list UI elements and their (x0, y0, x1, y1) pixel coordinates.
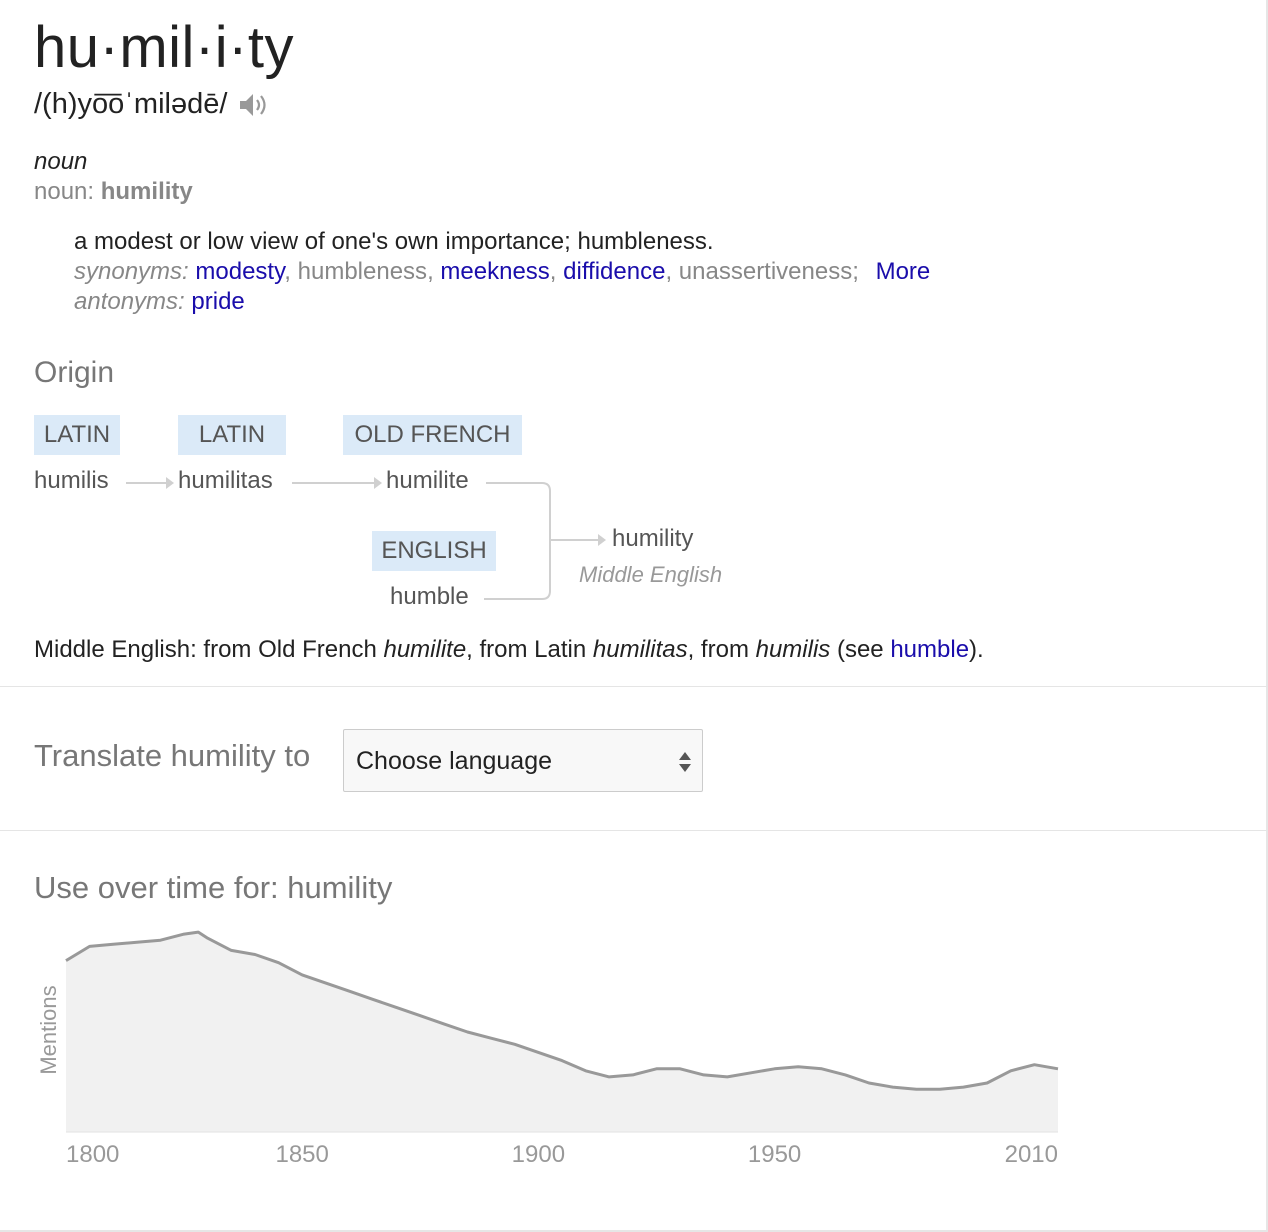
etymon-humility: humility (612, 525, 694, 552)
language-tag-latin-1: LATIN (34, 415, 120, 455)
origin-title: Origin (34, 356, 115, 389)
synonym-unassertiveness: unassertiveness (678, 258, 853, 285)
pos-word: humility (100, 178, 193, 205)
usage-area (66, 932, 1058, 1132)
etymology-connectors (126, 477, 606, 600)
synonyms-list: modesty, humbleness, meekness, diffidenc… (195, 258, 853, 285)
pos-prefix: noun: (34, 178, 95, 205)
synonyms-line: synonyms: modesty, humbleness, meekness,… (74, 258, 931, 285)
x-tick-2010: 2010 (1005, 1141, 1058, 1168)
etymon-humilis: humilis (34, 467, 109, 494)
language-tag-english: ENGLISH (372, 531, 496, 571)
more-synonyms-link[interactable]: More (875, 258, 931, 285)
divider (0, 830, 1268, 831)
pronunciation-row: /(h)yo͞oˈmilədē/ (34, 88, 271, 121)
antonym-link-pride[interactable]: pride (191, 288, 245, 315)
synonym-humbleness: humbleness (297, 258, 428, 285)
translate-label: Translate humility to (34, 738, 311, 773)
antonyms-line: antonyms: pride (74, 288, 245, 316)
result-language: Middle English (579, 562, 723, 587)
language-tag-old-french: OLD FRENCH (343, 415, 522, 455)
bracket-connector (484, 482, 551, 600)
speaker-icon[interactable] (237, 90, 271, 120)
x-tick-1800: 1800 (66, 1141, 119, 1168)
synonyms-label: synonyms: (74, 258, 189, 285)
part-of-speech: noun (34, 148, 88, 175)
language-select[interactable]: Choose language (343, 729, 703, 792)
x-tick-1850: 1850 (275, 1141, 328, 1168)
etymon-humilitas: humilitas (178, 467, 273, 494)
pos-line: noun: humility (34, 178, 193, 206)
definition: a modest or low view of one's own import… (74, 228, 714, 255)
headword: hu·mil·i·ty (34, 15, 295, 80)
synonym-meekness[interactable]: meekness (440, 258, 550, 285)
antonyms-label: antonyms: (74, 288, 185, 315)
synonym-diffidence[interactable]: diffidence (563, 258, 666, 285)
y-axis-label: Mentions (36, 985, 61, 1074)
language-select-value: Choose language (356, 747, 552, 775)
usage-chart: 1800 1850 1900 1950 2010 Mentions (36, 930, 1059, 1168)
etymon-humble: humble (390, 583, 469, 610)
humble-link[interactable]: humble (890, 636, 970, 663)
usage-chart-title: Use over time for: humility (34, 870, 393, 905)
x-tick-1950: 1950 (748, 1141, 801, 1168)
usage-line (65, 930, 1059, 1091)
synonym-modesty[interactable]: modesty (195, 258, 285, 285)
etymon-humilite: humilite (386, 467, 469, 494)
divider (0, 686, 1268, 687)
origin-sentence: Middle English: from Old French humilite… (34, 636, 984, 663)
language-tag-latin-2: LATIN (178, 415, 286, 455)
x-tick-1900: 1900 (512, 1141, 565, 1168)
select-arrows-icon (679, 752, 691, 772)
pronunciation: /(h)yo͞oˈmilədē/ (34, 88, 228, 120)
